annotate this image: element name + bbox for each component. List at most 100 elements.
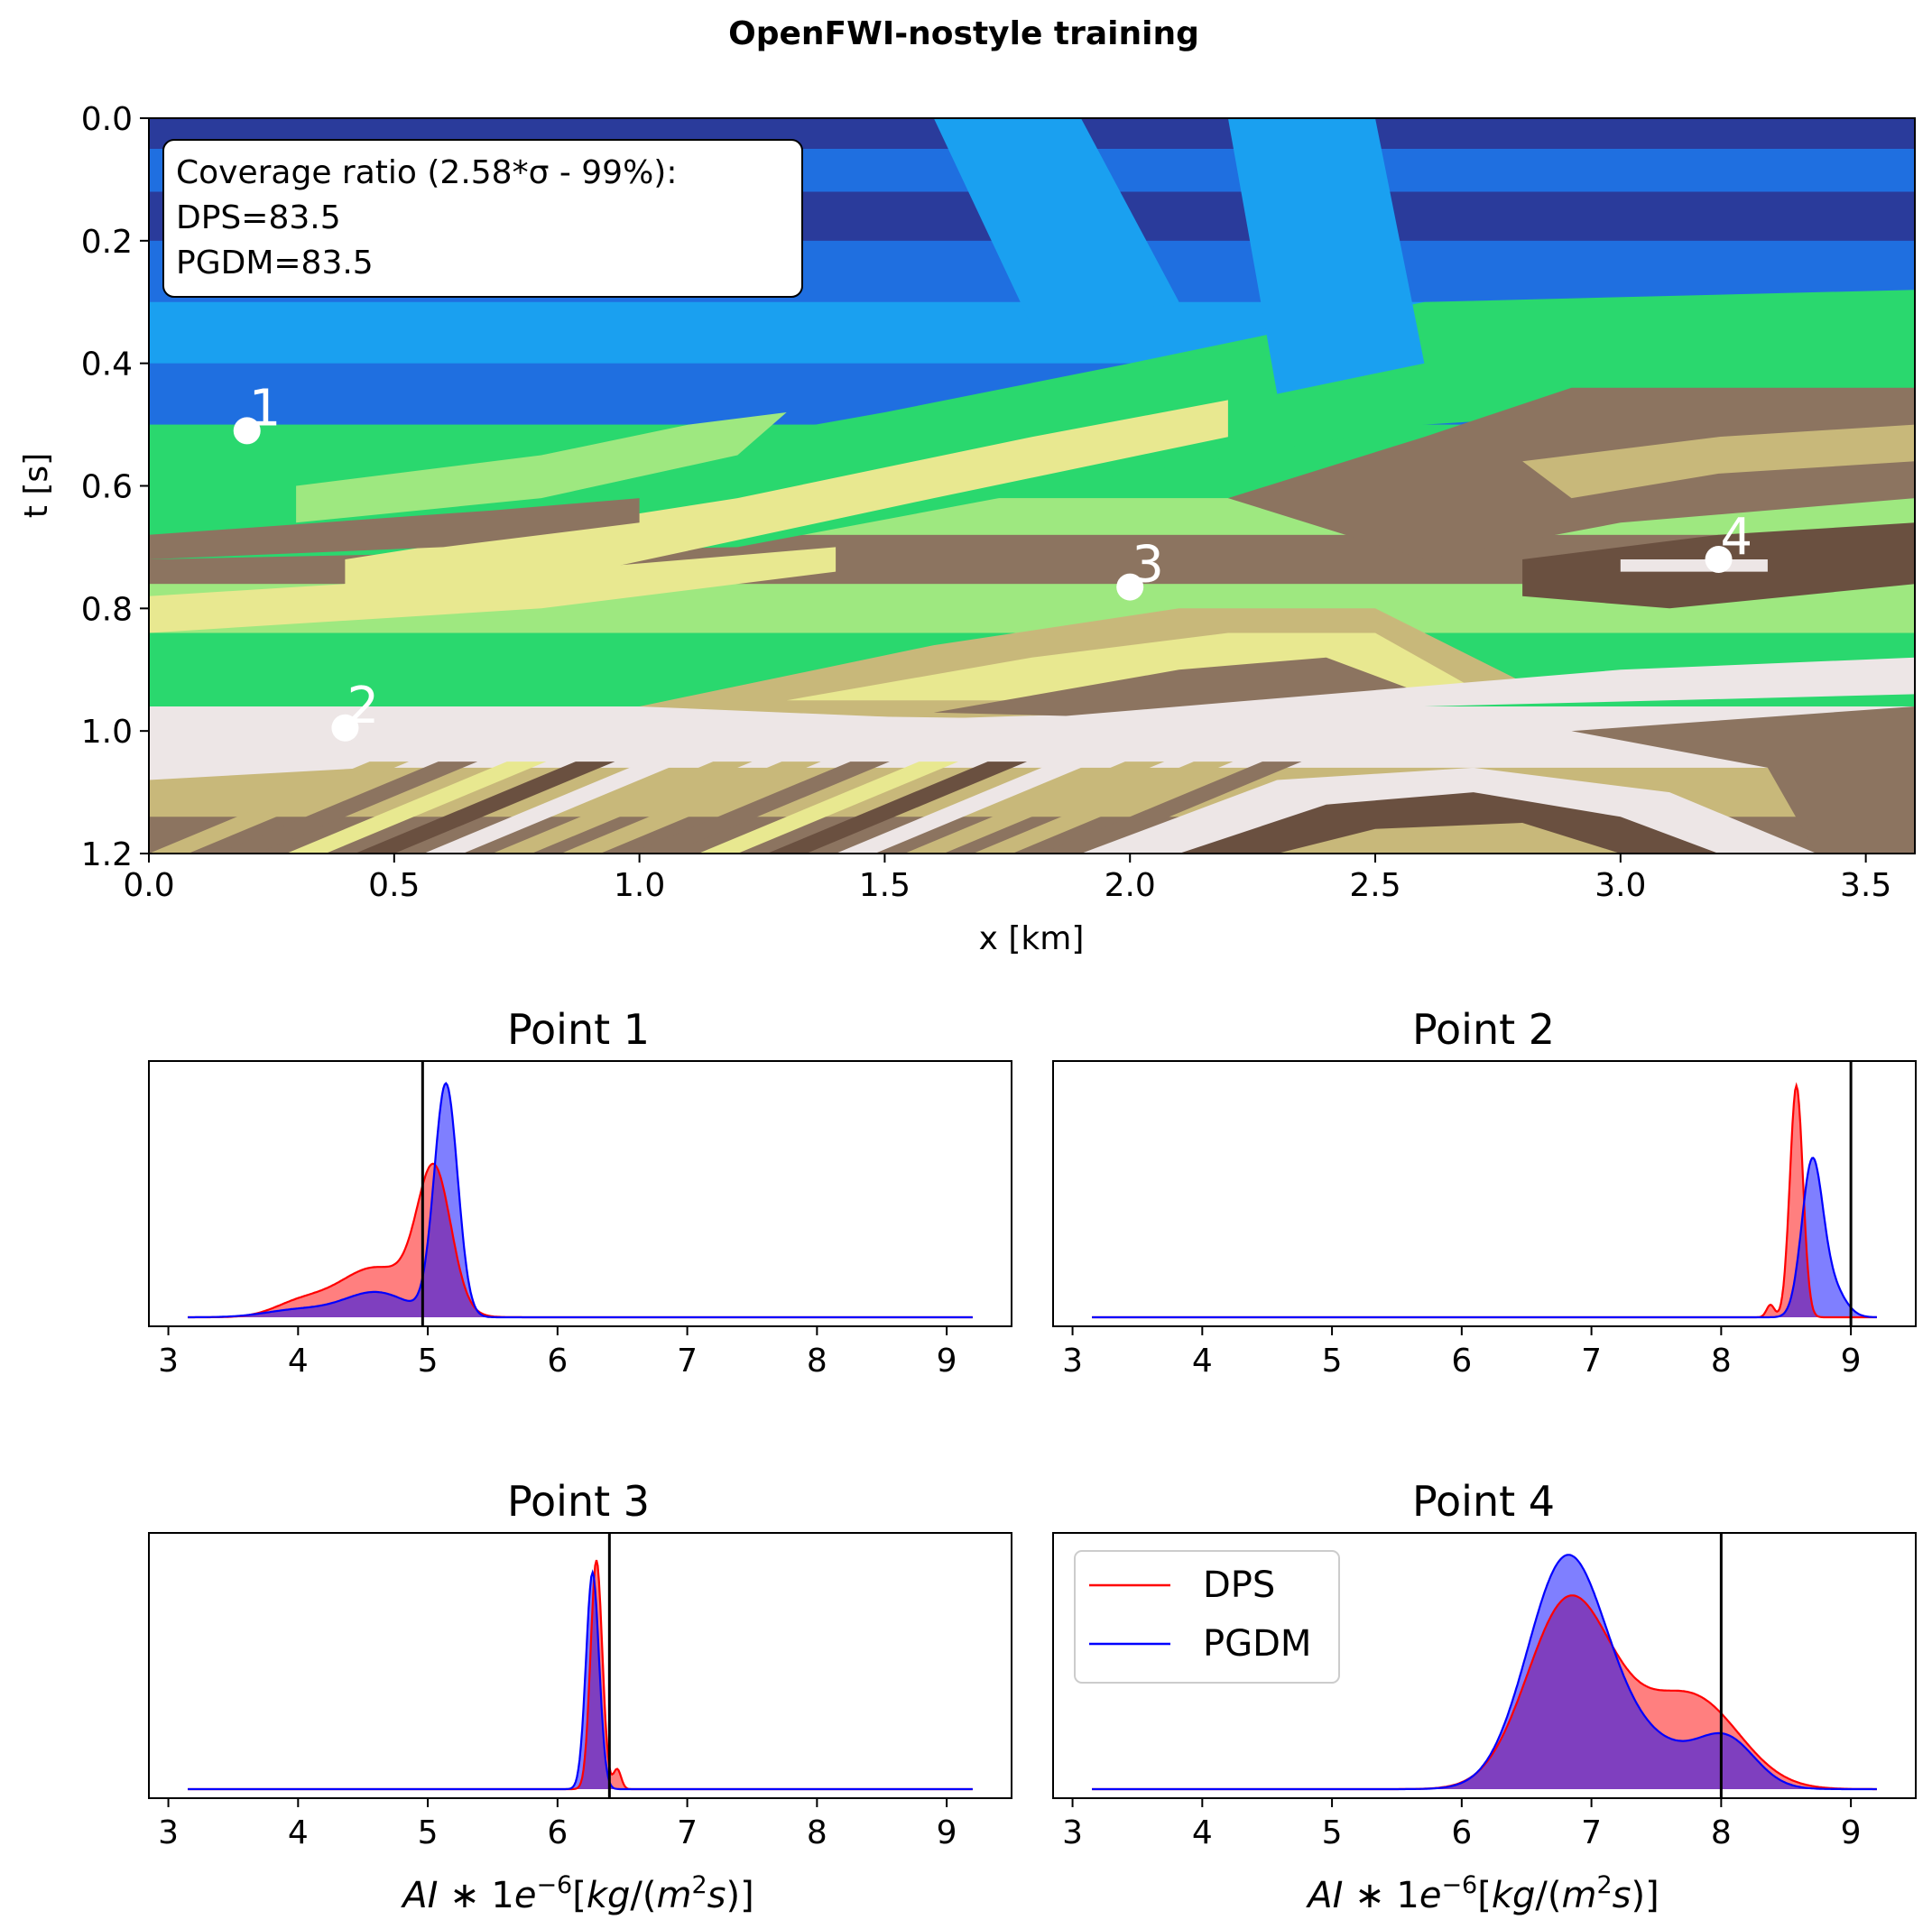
xtick-label: 4	[288, 1814, 309, 1851]
annotation-line-3: PGDM=83.5	[176, 245, 374, 282]
section-layer	[423, 761, 684, 854]
point-2-title: Point 2	[1412, 1005, 1555, 1054]
section-point-1-label: 1	[249, 379, 282, 438]
xtick-label: 3	[1062, 1343, 1083, 1380]
xtick-label: 9	[1841, 1343, 1862, 1380]
section-xtick-label: 1.5	[859, 867, 911, 904]
xtick-label: 6	[1451, 1814, 1472, 1851]
section-points: 1 2 3 4	[233, 379, 1753, 742]
section-layer	[1277, 823, 1621, 854]
density-fill-dps	[1092, 1085, 1877, 1317]
legend: DPS PGDM	[1074, 1550, 1340, 1684]
legend-box	[1074, 1550, 1340, 1684]
xtick-label: 5	[418, 1343, 439, 1380]
section-point-2-marker	[331, 714, 359, 742]
section-point-3-label: 3	[1132, 536, 1164, 595]
xtick-label: 9	[937, 1814, 957, 1851]
xtick-label: 9	[1841, 1814, 1862, 1851]
xtick-label: 4	[1192, 1814, 1213, 1851]
legend-pgdm-label: PGDM	[1203, 1623, 1311, 1665]
section-layer	[149, 761, 410, 854]
xtick-label: 5	[1322, 1343, 1343, 1380]
section-xlabel: x [km]	[979, 920, 1085, 957]
xtick-label: 6	[547, 1343, 568, 1380]
section-layer	[149, 657, 1915, 780]
section-xtick-label: 3.0	[1595, 867, 1646, 904]
density-curve-pgdm	[1092, 1157, 1877, 1319]
point-4-panel: Point 4 3 4 5 6 7 8 9 AI ∗ 1e−6[kg/(m2s)] DPS …	[1052, 1477, 1917, 1916]
xtick-label: 7	[1581, 1814, 1602, 1851]
section-layer	[217, 761, 478, 854]
section-layer	[296, 412, 787, 523]
section-layer	[149, 547, 837, 633]
point-2-panel: Point 2 3 4 5 6 7 8 9	[1052, 1005, 1917, 1380]
section-layer	[149, 290, 1915, 559]
section-layer	[355, 761, 615, 854]
plot-frame	[148, 1532, 1012, 1799]
coverage-annotation: Coverage ratio (2.58*σ - 99%): DPS=83.5 …	[162, 139, 803, 298]
figure-title: OpenFWI-nostyle training	[728, 15, 1199, 52]
section-ytick-label: 0.0	[81, 101, 133, 138]
density-fill-pgdm	[188, 1083, 973, 1317]
section-layer	[286, 761, 547, 854]
xtick-label: 8	[1711, 1343, 1732, 1380]
section-point-2-label: 2	[347, 677, 379, 735]
section-layer	[1041, 761, 1302, 854]
point-3-xlabel: AI ∗ 1e−6[kg/(m2s)]	[400, 1871, 753, 1916]
section-point-1-marker	[233, 417, 261, 445]
section-layers	[149, 118, 1915, 854]
section-ytick-label: 0.2	[81, 224, 133, 261]
section-layer	[345, 400, 1228, 596]
point-1-plot: 3 4 5 6 7 8 9	[148, 1060, 1012, 1380]
xtick-label: 7	[1581, 1343, 1602, 1380]
xtick-label: 4	[1192, 1343, 1213, 1380]
xtick-label: 8	[807, 1343, 827, 1380]
section-layer	[973, 761, 1234, 854]
section-ytick-label: 0.8	[81, 591, 133, 628]
point-3-title: Point 3	[507, 1477, 650, 1526]
xtick-label: 6	[1451, 1343, 1472, 1380]
annotation-line-2: DPS=83.5	[176, 199, 341, 236]
point-1-panel: Point 1 3 4 5 6 7 8 9	[148, 1005, 1012, 1380]
density-curve-pgdm	[188, 1081, 973, 1319]
section-axes: 0.0 0.5 1.0 1.5 2.0 2.5 3.0 3.5 0.0 0.2 0.4 0.6 0.8 1…	[81, 101, 1892, 904]
point-2-plot: 3 4 5 6 7 8 9	[1052, 1060, 1917, 1380]
xtick-label: 7	[677, 1343, 698, 1380]
xtick-label: 9	[937, 1343, 957, 1380]
section-layer	[1571, 706, 1915, 854]
section-xtick-label: 2.0	[1105, 867, 1156, 904]
density-curve-pgdm	[1092, 1554, 1877, 1791]
density-fill-dps	[188, 1163, 973, 1317]
xtick-label: 4	[288, 1343, 309, 1380]
section-xtick-label: 3.5	[1840, 867, 1891, 904]
legend-dps-label: DPS	[1203, 1564, 1275, 1606]
point-3-panel: Point 3 3 4 5 6 7 8 9 AI ∗ 1e−6[kg/(m2s)]	[148, 1477, 1012, 1916]
section-xtick-label: 0.5	[368, 867, 420, 904]
density-curve-pgdm	[188, 1569, 973, 1791]
xtick-label: 7	[677, 1814, 698, 1851]
xtick-label: 3	[158, 1814, 179, 1851]
density-fill-pgdm	[1092, 1158, 1877, 1317]
section-point-4-label: 4	[1721, 508, 1753, 567]
section-layer	[767, 761, 1028, 854]
section-layer	[492, 761, 753, 854]
section-layer	[698, 761, 958, 854]
section-layer	[149, 498, 640, 559]
plot-frame	[1052, 1060, 1917, 1327]
section-layer	[933, 118, 1179, 327]
section-ytick-label: 1.0	[81, 714, 133, 751]
section-layer	[560, 761, 821, 854]
impedance-section: 0.0 0.5 1.0 1.5 2.0 2.5 3.0 3.5 0.0 0.2 0.4 0.6 0.8 1…	[18, 101, 1916, 957]
section-layer	[836, 761, 1096, 854]
section-ytick-label: 1.2	[81, 836, 133, 873]
section-ylabel: t [s]	[18, 453, 55, 518]
xtick-label: 5	[418, 1814, 439, 1851]
point-4-xlabel: AI ∗ 1e−6[kg/(m2s)]	[1305, 1871, 1659, 1916]
xtick-label: 3	[1062, 1814, 1083, 1851]
plot-frame	[1052, 1532, 1917, 1799]
section-point-3-marker	[1116, 573, 1144, 601]
annotation-box	[162, 139, 803, 298]
section-ytick-label: 0.4	[81, 346, 133, 383]
section-layer	[1227, 118, 1425, 394]
